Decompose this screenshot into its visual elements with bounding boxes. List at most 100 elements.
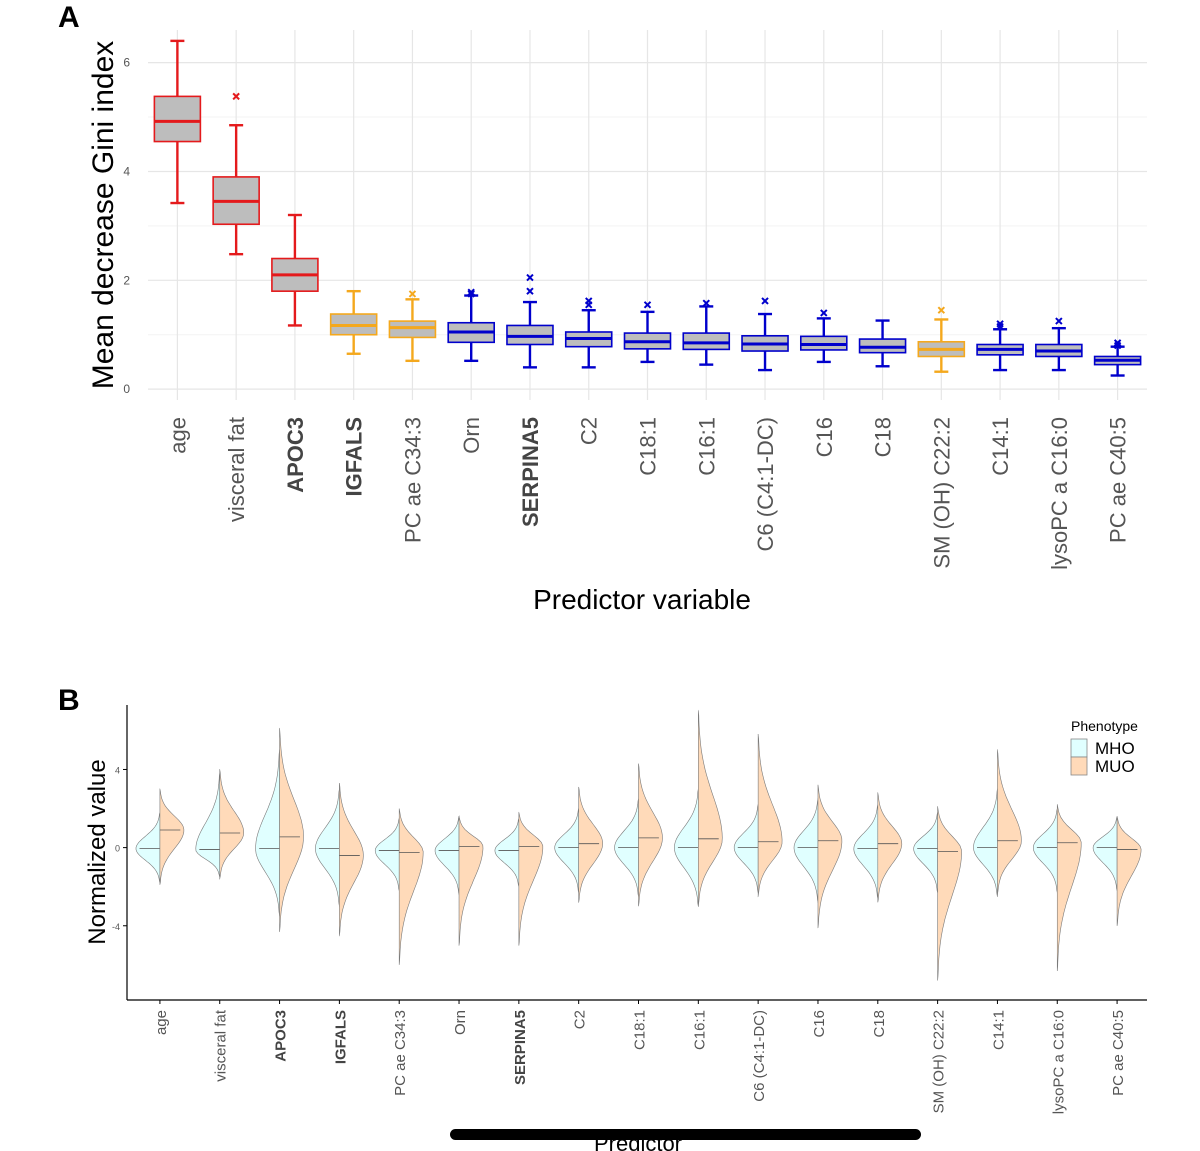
box-igfals	[329, 289, 378, 355]
violin-half-muo	[817, 784, 843, 929]
violin-serpina5	[494, 811, 544, 946]
box-iqr	[682, 332, 731, 351]
violin-visceral-fat	[195, 768, 245, 880]
violin-c6-c4-1-dc	[733, 733, 783, 898]
outlier-point	[820, 309, 828, 317]
outlier-point	[996, 322, 1004, 331]
violin-igfals	[315, 782, 364, 937]
x-tick-label-c2: C2	[572, 1010, 589, 1029]
violin-c18-1	[614, 763, 663, 907]
violin-half-mho	[255, 749, 280, 917]
x-tick-label-pc-ae-c34-3: PC ae C34:3	[400, 417, 425, 543]
violin-half-muo	[458, 815, 484, 946]
outlier-point	[526, 287, 534, 295]
legend-swatch-mho	[1070, 738, 1088, 758]
x-tick-label-c18: C18	[871, 417, 896, 457]
panel-a-x-axis-title: Predictor variable	[533, 584, 751, 615]
violin-half-mho	[315, 788, 340, 908]
legend-label-mho: MHO	[1095, 739, 1135, 758]
violin-half-muo	[1116, 816, 1142, 926]
legend-label-muo: MUO	[1095, 757, 1135, 776]
violin-orn	[434, 815, 484, 946]
box-c14-1	[976, 320, 1024, 372]
violin-half-mho	[973, 788, 998, 898]
box-c18-1	[623, 301, 672, 364]
outlier-point	[1113, 341, 1122, 350]
legend-swatch-muo	[1070, 756, 1088, 776]
box-iqr	[388, 320, 437, 339]
panel-b: B -4 0 4 Normalized value age visceral fat A…	[58, 684, 1147, 1151]
x-tick-label-pc-ae-c34-3: PC ae C34:3	[392, 1010, 409, 1096]
violin-sm-oh-c22-2	[913, 806, 962, 981]
panel-a-y-ticks: 0 2 4 6	[123, 56, 130, 396]
x-tick-label-c14-1: C14:1	[990, 1010, 1007, 1050]
y-tick-label: -4	[112, 922, 120, 932]
violin-half-muo	[697, 709, 723, 907]
violin-half-mho	[793, 798, 819, 903]
outlier-point	[937, 306, 946, 314]
legend-title: Phenotype	[1071, 718, 1138, 734]
violin-half-muo	[996, 749, 1022, 895]
x-tick-label-orn: Orn	[459, 417, 484, 454]
violin-half-muo	[219, 768, 245, 880]
violin-half-mho	[135, 812, 161, 884]
outlier-point	[467, 288, 475, 296]
x-tick-label-c6-c4-1-dc: C6 (C4:1-DC)	[751, 1010, 768, 1102]
violin-half-muo	[937, 806, 962, 981]
y-tick-label: 6	[123, 56, 130, 70]
panel-b-y-axis-title: Normalized value	[84, 759, 111, 944]
panel-a-x-tick-labels: age visceral fat APOC3 IGFALS PC ae C34:3 Orn…	[165, 417, 1130, 570]
panel-a: A 0 2 4 6 Mean decrease Gini index age visce…	[58, 1, 1147, 615]
outlier-point	[232, 92, 240, 101]
violin-half-muo	[877, 791, 903, 903]
panel-b-letter: B	[58, 684, 80, 717]
outlier-point	[761, 297, 769, 305]
violin-half-muo	[578, 786, 603, 903]
violin-half-muo	[638, 763, 663, 907]
violin-half-mho	[1032, 807, 1058, 894]
x-tick-label-sm-oh-c22-2: SM (OH) C22:2	[929, 417, 954, 569]
violin-half-mho	[494, 817, 520, 888]
x-tick-label-serpina5: SERPINA5	[512, 1010, 529, 1085]
y-tick-label: 0	[115, 844, 120, 854]
x-tick-label-c18-1: C18:1	[632, 1010, 649, 1050]
panel-b-legend: Phenotype MHO MUO	[1070, 718, 1138, 776]
violin-half-mho	[733, 804, 759, 894]
violin-c2	[554, 786, 603, 903]
scrollbar-handle[interactable]	[450, 1129, 921, 1140]
panel-b-y-ticks: -4 0 4	[112, 765, 127, 932]
box-c6-c4-1-dc	[741, 297, 789, 372]
violin-half-muo	[1056, 804, 1082, 972]
violin-half-mho	[554, 808, 580, 893]
x-tick-label-c16-1: C16:1	[691, 1010, 708, 1050]
outlier-point	[467, 290, 475, 298]
x-tick-label-c16: C16	[812, 417, 837, 457]
box-age	[153, 39, 202, 205]
x-tick-label-pc-ae-c40-5: PC ae C40:5	[1110, 1010, 1127, 1096]
violin-half-mho	[434, 815, 460, 895]
x-tick-label-age: age	[165, 417, 190, 454]
violin-half-mho	[853, 804, 879, 899]
violin-apoc3	[255, 727, 304, 933]
violin-half-muo	[398, 808, 424, 965]
box-pc-ae-c40-5	[1093, 339, 1142, 377]
x-tick-label-c6-c4-1-dc: C6 (C4:1-DC)	[753, 417, 778, 551]
x-tick-label-igfals: IGFALS	[332, 1010, 349, 1064]
x-tick-label-igfals: IGFALS	[342, 417, 367, 496]
outlier-point	[585, 297, 593, 305]
x-tick-label-c16: C16	[811, 1010, 828, 1038]
outlier-point	[702, 299, 710, 307]
x-tick-label-age: age	[153, 1010, 170, 1035]
outlier-point	[408, 290, 417, 298]
box-sm-oh-c22-2	[917, 306, 966, 373]
violin-half-muo	[757, 733, 783, 898]
y-tick-label: 0	[123, 382, 130, 396]
box-visceral-fat	[212, 92, 260, 256]
x-tick-label-apoc3: APOC3	[273, 1010, 290, 1062]
violin-half-mho	[195, 772, 221, 878]
box-c2	[564, 297, 613, 369]
x-tick-label-c16-1: C16:1	[694, 417, 719, 476]
violin-c16-1	[673, 709, 723, 907]
x-tick-label-lysopc-a-c16-0: lysoPC a C16:0	[1047, 417, 1072, 570]
